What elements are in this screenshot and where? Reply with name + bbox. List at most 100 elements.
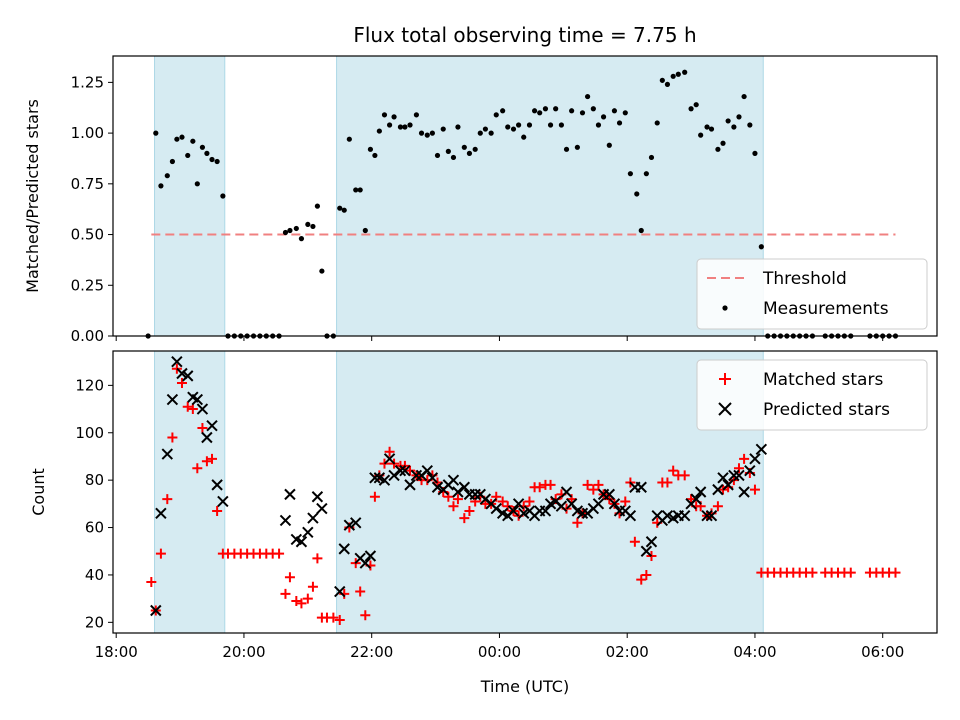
data-point [620,496,631,507]
data-point [191,393,204,406]
data-point [510,126,517,132]
x-tick-label: 18:00 [95,643,138,661]
data-point [588,484,599,495]
data-point [634,191,640,197]
data-point [459,513,470,524]
data-point [890,567,901,578]
data-point [164,173,170,179]
data-point [505,124,511,130]
data-point [362,227,368,234]
data-point [312,553,323,564]
y-tick-label: 0.00 [71,327,104,345]
data-point [659,77,665,83]
data-point [641,569,652,580]
data-point [426,472,439,484]
data-point [516,122,522,128]
legend: Matched stars Predicted stars [696,359,928,431]
data-point [493,112,499,118]
y-tick-label: 100 [75,424,104,442]
data-point [739,453,750,464]
legend: Threshold Measurements [696,258,928,330]
data-point [305,221,311,228]
data-point [353,187,359,193]
shaded-interval-0 [154,350,226,634]
data-point [158,183,164,189]
data-point [182,401,193,412]
data-point [176,377,187,388]
data-point [752,150,758,156]
data-point [584,93,591,100]
data-point [635,481,647,493]
x-tick-label: 04:00 [733,643,776,661]
data-point [201,431,213,444]
data-point [405,465,416,476]
data-point [582,479,593,490]
data-point [569,108,575,114]
data-point [688,106,694,112]
top-panel: 0.00 0.25 0.50 0.75 1.00 1.25 Matched/Predicte… [23,55,938,345]
data-point [622,110,628,116]
data-point [284,572,295,583]
data-point [563,146,570,152]
data-point [372,152,378,159]
data-point [668,465,679,476]
data-point [201,456,212,467]
data-point [388,469,400,482]
data-point [359,557,372,569]
data-point [369,472,381,484]
data-point [182,370,194,382]
data-point [606,142,612,148]
data-point [608,498,621,510]
figure-title: Flux total observing time = 7.75 h [353,23,696,47]
y-tick-label: 0.75 [71,175,104,193]
data-point [192,463,203,474]
data-point [316,502,328,515]
data-point [512,498,525,510]
data-point [675,71,681,77]
data-point [461,144,467,150]
data-point [167,432,178,443]
data-point [171,355,183,368]
data-point [279,514,292,527]
data-point [654,120,660,126]
data-point [307,581,318,592]
y-tick-label: 1.00 [71,124,104,142]
data-point [518,507,530,520]
data-point [664,81,671,88]
legend-dot-key [722,305,728,311]
data-point [755,443,768,456]
data-point [155,507,167,520]
data-point [199,144,206,150]
data-point [293,225,299,232]
data-point [429,130,435,136]
data-point [452,494,463,505]
data-point [645,536,658,548]
data-point [280,588,291,599]
data-point [204,150,210,156]
data-point [386,122,393,128]
data-point [704,124,710,130]
legend-label: Predicted stars [763,400,890,420]
y-tick-label: 80 [85,471,104,489]
data-point [185,152,191,159]
data-point [728,469,740,482]
shaded-interval-0 [154,55,226,337]
data-point [648,154,655,161]
data-point [576,507,589,520]
data-point [381,112,388,118]
data-point [542,106,549,112]
data-point [357,187,363,193]
data-point [448,501,459,512]
data-point [722,479,734,491]
data-point [738,486,750,498]
data-point [611,108,618,114]
legend-x-key [718,402,732,416]
data-point [209,156,215,163]
legend-plus-key [719,373,731,385]
data-point [319,268,325,274]
y-tick-label: 1.25 [71,73,104,91]
data-point [643,171,649,177]
data-point [693,102,699,108]
y-tick-label: 60 [85,519,104,537]
data-point [744,464,756,477]
